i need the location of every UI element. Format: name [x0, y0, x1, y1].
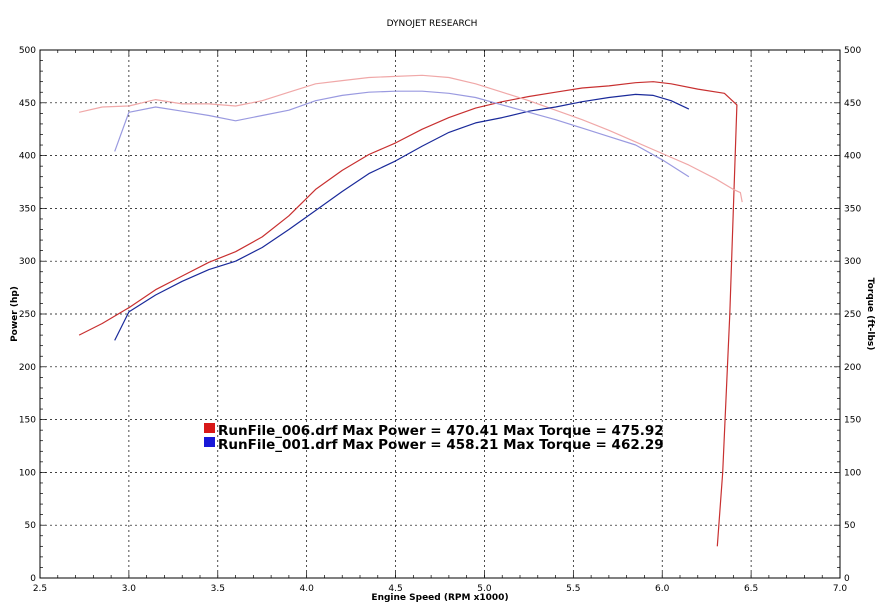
- series-line-runfile-006-drf-torque: [78, 74, 743, 203]
- y-tick-label: 400: [19, 152, 36, 162]
- y-tick-label: 250: [19, 310, 36, 320]
- x-axis-label: Engine Speed (RPM x1000): [371, 593, 508, 603]
- legend-swatch-runfile-006: [204, 423, 215, 433]
- y2-tick-label: 350: [844, 204, 861, 214]
- y2-tick-label: 100: [844, 468, 861, 478]
- x-tick-label: 3.5: [211, 584, 225, 594]
- y-tick-label: 500: [19, 46, 36, 56]
- y-tick-label: 50: [25, 521, 37, 531]
- chart-title: DYNOJET RESEARCH: [387, 19, 478, 29]
- y2-tick-label: 50: [844, 521, 856, 531]
- tick-marks: [39, 49, 841, 579]
- legend-entry-runfile-001: RunFile_001.drf Max Power = 458.21 Max T…: [218, 437, 664, 453]
- x-tick-label: 4.0: [300, 584, 315, 594]
- x-tick-label: 5.0: [477, 584, 492, 594]
- series-line-runfile-001-drf-power: [114, 93, 690, 341]
- y2-axis-label: Torque (ft-lbs): [865, 278, 875, 351]
- y2-tick-label: 300: [844, 257, 861, 267]
- grid-lines: [40, 50, 840, 578]
- x-tick-labels: 2.5 3.0 3.5 4.0 4.5 5.0 5.5 6.0 6.5 7.0: [33, 584, 848, 594]
- y2-tick-label: 450: [844, 99, 861, 109]
- legend-entry-runfile-006: RunFile_006.drf Max Power = 470.41 Max T…: [218, 423, 664, 439]
- y2-tick-label: 200: [844, 363, 861, 373]
- x-tick-label: 2.5: [33, 584, 47, 594]
- y-tick-label: 300: [19, 257, 36, 267]
- legend-swatch-runfile-001: [204, 437, 215, 447]
- y-tick-label: 0: [30, 574, 36, 584]
- x-tick-label: 6.5: [744, 584, 758, 594]
- y-tick-label: 200: [19, 363, 36, 373]
- x-tick-label: 5.5: [566, 584, 580, 594]
- y2-tick-label: 0: [844, 574, 850, 584]
- x-tick-label: 3.0: [122, 584, 137, 594]
- x-tick-label: 6.0: [655, 584, 670, 594]
- y2-tick-label: 500: [844, 46, 861, 56]
- y2-tick-label: 400: [844, 152, 861, 162]
- series-line-runfile-006-drf-power: [78, 81, 738, 547]
- legend: RunFile_006.drf Max Power = 470.41 Max T…: [204, 423, 664, 453]
- y-tick-label: 150: [19, 416, 36, 426]
- x-tick-label: 4.5: [388, 584, 402, 594]
- x-tick-label: 7.0: [833, 584, 848, 594]
- y-tick-label: 100: [19, 468, 36, 478]
- y2-tick-labels: 0 50 100 150 200 250 300 350 400 450 500: [844, 46, 861, 584]
- series-lines: [78, 74, 743, 547]
- y2-tick-label: 250: [844, 310, 861, 320]
- y-tick-label: 450: [19, 99, 36, 109]
- y2-tick-label: 150: [844, 416, 861, 426]
- y-axis-label: Power (hp): [10, 286, 20, 342]
- y-tick-label: 350: [19, 204, 36, 214]
- y-tick-labels: 0 50 100 150 200 250 300 350 400 450 500: [19, 46, 36, 584]
- series-line-runfile-001-drf-torque: [114, 90, 690, 178]
